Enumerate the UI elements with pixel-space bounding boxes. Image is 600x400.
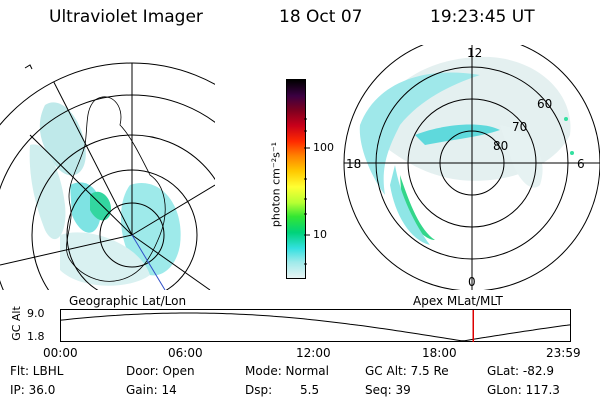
altitude-xtick: 06:00 bbox=[168, 346, 203, 360]
status-dsp: Dsp: bbox=[245, 383, 273, 397]
altitude-xtick: 00:00 bbox=[43, 346, 78, 360]
status-dsp-value: 5.5 bbox=[300, 383, 320, 397]
aurora-region bbox=[29, 144, 66, 240]
status-seq: Seq: 39 bbox=[365, 383, 411, 397]
lat-label: 80 bbox=[493, 139, 509, 153]
status-door: Door: Open bbox=[126, 364, 195, 378]
lat-label: 70 bbox=[512, 120, 528, 134]
colorbar-tick-label: 100 bbox=[313, 141, 334, 154]
altitude-xtick: 18:00 bbox=[422, 346, 457, 360]
mlt-label-bottom: 0 bbox=[468, 275, 476, 289]
mlt-label-left: 18 bbox=[346, 157, 362, 171]
colorbar-ticks bbox=[304, 118, 310, 265]
altitude-xtick: 23:59 bbox=[546, 346, 581, 360]
aurora-region bbox=[120, 183, 181, 276]
status-gc-alt: GC Alt: 7.5 Re bbox=[365, 364, 449, 378]
mlt-label-right: 6 bbox=[577, 157, 585, 171]
status-gain: Gain: 14 bbox=[126, 383, 177, 397]
continent-outline bbox=[66, 96, 166, 282]
status-ip: IP: 36.0 bbox=[10, 383, 56, 397]
lat-label: 60 bbox=[537, 97, 553, 111]
app-title: Ultraviolet Imager bbox=[49, 7, 203, 27]
colorbar-tick-label: 10 bbox=[313, 228, 327, 241]
aurora-region bbox=[390, 165, 430, 245]
geo-caption: Geographic Lat/Lon bbox=[69, 294, 187, 308]
altitude-plot bbox=[60, 309, 572, 342]
north-arrow-icon bbox=[24, 64, 33, 70]
polar-map bbox=[343, 45, 600, 290]
colorbar-unit-label: photon cm⁻²s⁻¹ bbox=[269, 141, 283, 228]
geographic-map bbox=[0, 62, 215, 290]
status-filter: Flt: LBHL bbox=[10, 364, 64, 378]
altitude-curve bbox=[60, 312, 572, 342]
colorbar bbox=[286, 79, 306, 279]
status-glon: GLon: 117.3 bbox=[487, 383, 560, 397]
altitude-ytick: 1.8 bbox=[27, 330, 45, 343]
polar-caption: Apex MLat/MLT bbox=[413, 294, 503, 308]
status-mode: Mode: Normal bbox=[245, 364, 329, 378]
altitude-ytick: 9.0 bbox=[27, 307, 45, 320]
time-label: 19:23:45 UT bbox=[430, 7, 535, 27]
altitude-ylabel: GC Alt bbox=[9, 306, 23, 341]
altitude-xtick: 12:00 bbox=[296, 346, 331, 360]
date-label: 18 Oct 07 bbox=[279, 7, 363, 27]
aurora-region bbox=[500, 125, 543, 188]
mlt-label-top: 12 bbox=[467, 46, 483, 60]
aurora-region bbox=[359, 72, 480, 195]
status-glat: GLat: -82.9 bbox=[487, 364, 554, 378]
